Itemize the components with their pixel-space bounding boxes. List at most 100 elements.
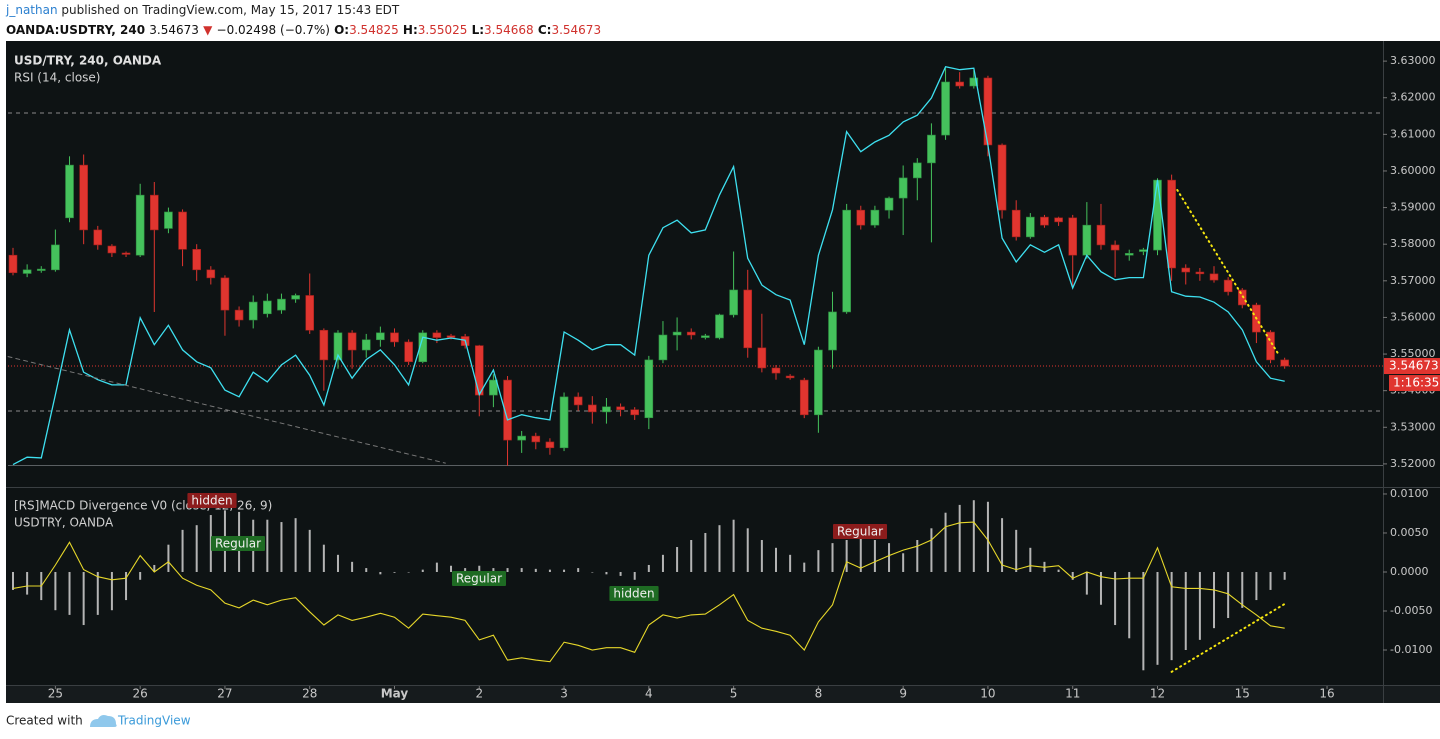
histogram-bar <box>365 568 368 572</box>
histogram-bar <box>1170 571 1173 661</box>
histogram-bar <box>1099 571 1102 605</box>
histogram-bar <box>464 568 467 572</box>
histogram-bar <box>12 571 15 590</box>
x-tick-label: 28 <box>302 687 317 701</box>
y-tick-label: 3.52000 <box>1390 457 1436 470</box>
histogram-bar <box>789 554 792 572</box>
candle-body <box>135 194 145 256</box>
histogram-bar <box>930 528 933 572</box>
candle-body <box>164 211 173 229</box>
y-tick-label: 3.57000 <box>1390 274 1436 287</box>
candle-body <box>517 435 526 441</box>
annotation-label: hidden <box>191 494 232 508</box>
candle-body <box>36 268 46 271</box>
histogram-bar <box>435 562 438 572</box>
candle-body <box>1237 289 1247 306</box>
candle-body <box>1181 267 1191 273</box>
trendline <box>1176 189 1281 357</box>
annotation-box <box>451 571 507 586</box>
candle-body <box>743 289 753 349</box>
candle-body <box>842 209 851 313</box>
rsi-line <box>12 66 1285 466</box>
histogram-bar <box>1029 547 1032 572</box>
candle-body <box>192 249 201 271</box>
histogram-bar <box>1071 571 1074 580</box>
x-tick-label: May <box>381 687 409 701</box>
o-label: O: <box>334 23 349 37</box>
candle-body <box>602 406 611 413</box>
candle-body <box>79 164 88 231</box>
histogram-bar <box>167 544 170 572</box>
candle-body <box>248 301 258 321</box>
candle-body <box>489 379 498 396</box>
rsi-title: RSI (14, close) <box>14 71 100 85</box>
histogram-bar <box>760 540 763 572</box>
histogram-bar <box>1128 571 1131 639</box>
arrow: ▼ <box>203 23 213 37</box>
time-axis-background <box>6 685 1440 703</box>
histogram-bar <box>1283 571 1286 580</box>
candle-body <box>715 314 724 339</box>
x-tick-label: 2 <box>475 687 483 701</box>
histogram-bar <box>393 571 396 573</box>
l: 3.54668 <box>484 23 534 37</box>
candle-body <box>757 347 767 369</box>
histogram-bar <box>888 543 891 572</box>
y-tick-label: 3.60000 <box>1390 164 1436 177</box>
histogram-bar <box>209 515 212 572</box>
x-tick-label: 12 <box>1150 687 1165 701</box>
x-tick-label: 11 <box>1065 687 1080 701</box>
candle-body <box>686 331 696 336</box>
histogram-bar <box>1198 571 1201 640</box>
candle-body <box>1110 244 1120 251</box>
candle-body <box>305 295 315 331</box>
histogram-bar <box>944 512 947 572</box>
histogram-bar <box>421 569 424 572</box>
histogram-bar <box>534 568 537 572</box>
y-tick-label: 0.0050 <box>1390 526 1429 539</box>
candle-body <box>1209 273 1219 281</box>
header-line: j_nathan published on TradingView.com, M… <box>5 3 400 17</box>
histogram-bar <box>803 562 806 572</box>
countdown-tag <box>1389 375 1440 392</box>
countdown-label: 1:16:35 <box>1393 376 1439 390</box>
candle-body <box>1266 331 1275 361</box>
footer-brand[interactable]: TradingView <box>117 714 191 728</box>
histogram-bar <box>916 540 919 572</box>
candle-body <box>588 404 597 413</box>
candle-body <box>65 164 74 219</box>
histogram-bar <box>661 554 664 572</box>
candle-body <box>573 396 583 406</box>
candle-body <box>672 331 682 336</box>
candle-body <box>149 194 159 231</box>
histogram-bar <box>68 571 71 615</box>
histogram-bar <box>336 554 339 572</box>
candle-body <box>446 335 456 338</box>
candle-body <box>1026 216 1035 238</box>
candle-body <box>870 209 880 226</box>
last-price-tag <box>1384 358 1440 375</box>
author: j_nathan <box>5 3 58 17</box>
candle-body <box>729 289 738 316</box>
histogram-bar <box>1001 518 1004 572</box>
histogram-bar <box>1241 571 1244 608</box>
histogram-bar <box>563 569 566 572</box>
annotation-label: hidden <box>613 587 654 601</box>
candle-body <box>418 332 428 363</box>
y-tick-label: 3.59000 <box>1390 201 1436 214</box>
candle-body <box>955 81 964 87</box>
histogram-bar <box>591 571 594 573</box>
candle-body <box>1153 179 1162 251</box>
candle-body <box>997 144 1007 211</box>
x-tick-label: 27 <box>217 687 232 701</box>
candle-body <box>1082 224 1092 256</box>
candle-body <box>1011 209 1021 238</box>
candle-body <box>828 311 837 351</box>
histogram-bar <box>746 528 749 572</box>
x-tick-label: 3 <box>560 687 568 701</box>
candle-body <box>333 332 343 361</box>
histogram-bar <box>1255 571 1258 601</box>
histogram-bar <box>54 571 57 611</box>
x-tick-label: 10 <box>980 687 995 701</box>
